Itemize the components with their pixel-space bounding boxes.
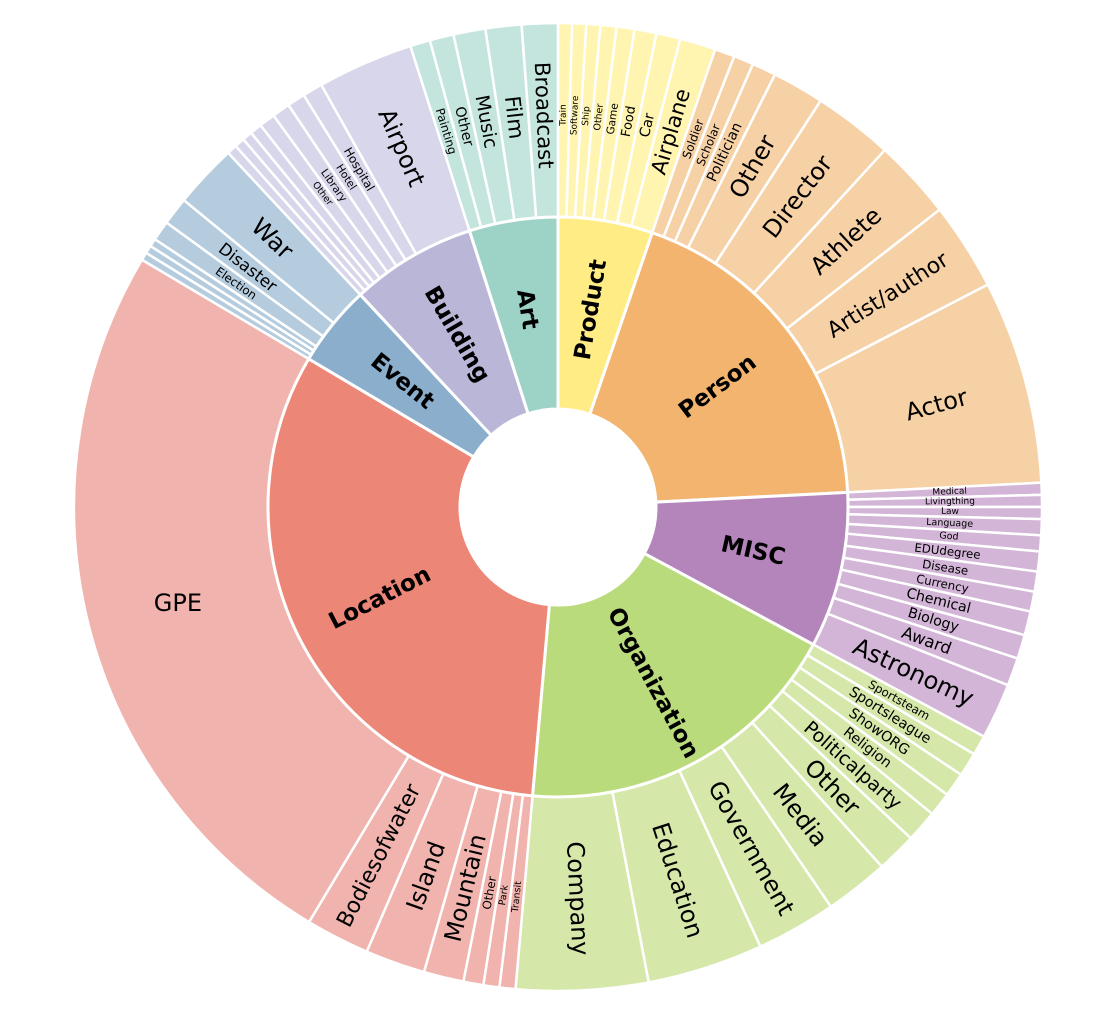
outer-label-location-other: Other xyxy=(480,875,500,911)
outer-label-product-ship: Ship xyxy=(581,106,592,127)
outer-label-product-game: Game xyxy=(605,102,621,135)
outer-label-location-transit: Transit xyxy=(510,880,524,914)
outer-label-misc-law: Law xyxy=(941,507,959,517)
inner-label-art: Art xyxy=(511,288,543,332)
outer-label-product-train: Train xyxy=(559,104,569,127)
outer-label-misc-medical: Medical xyxy=(932,487,967,498)
inner-wedge-art xyxy=(467,215,560,416)
outer-label-product-other: Other xyxy=(592,103,606,131)
inner-wedge-location xyxy=(266,356,552,798)
inner-ring xyxy=(266,215,850,799)
outer-label-art-film: Film xyxy=(499,95,529,141)
outer-ring xyxy=(72,21,1044,993)
inner-wedge-person xyxy=(587,230,850,504)
outer-label-misc-language: Language xyxy=(926,517,973,530)
inner-wedge-misc xyxy=(642,490,850,647)
outer-label-location-gpe: GPE xyxy=(154,589,202,617)
outer-label-product-food: Food xyxy=(619,105,639,138)
outer-label-misc-god: God xyxy=(939,530,959,542)
inner-wedge-organization xyxy=(530,551,816,799)
outer-label-location-park: Park xyxy=(497,884,511,906)
outer-label-misc-livingthing: Livingthing xyxy=(925,497,975,508)
outer-label-organization-company: Company xyxy=(561,841,595,956)
outer-label-product-software: Software xyxy=(569,95,581,136)
outer-label-product-car: Car xyxy=(637,111,658,139)
outer-label-art-broadcast: Broadcast xyxy=(529,61,558,169)
